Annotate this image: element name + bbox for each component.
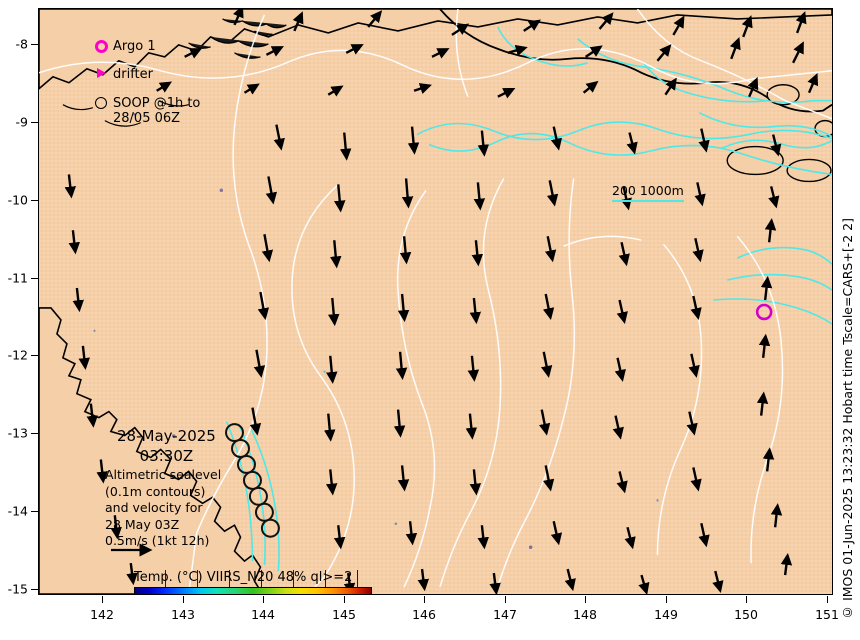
y-tick-label: -9 (15, 114, 28, 130)
soop-marker[interactable] (242, 470, 262, 490)
sealevel-contour (656, 243, 703, 556)
bathymetry-contour-layer (225, 26, 832, 572)
colorbar-title: Temp. (°C) VIIRS_N20 48% ql>=2 (134, 570, 353, 585)
sealevel-contour-layer (39, 9, 832, 594)
date-time-stamp: 28-May-2025 03:30Z (117, 427, 216, 465)
sealevel-contour (39, 48, 832, 85)
x-tick-label: 150 (734, 607, 758, 622)
bathy-contour-shelf-n (497, 26, 588, 67)
cape-york-landmass (39, 307, 264, 594)
soop-marker[interactable] (260, 518, 280, 538)
bathy-contour-png-c (698, 111, 832, 138)
y-tick-label: -8 (15, 36, 28, 52)
bathy-contour-1000m (428, 132, 832, 176)
bathy-contour-capeyork-1 (237, 423, 266, 566)
velocity-arrows (64, 9, 819, 594)
x-tick-label: 144 (251, 607, 275, 622)
observation-markers-layer[interactable] (39, 9, 832, 594)
soop-ring-icon (89, 96, 113, 109)
x-tick-label: 143 (171, 607, 195, 622)
argo-ring-icon (89, 39, 113, 53)
imos-credit: © IMOS 01-Jun-2025 13:23:32 Hobart time … (836, 0, 858, 620)
legend-item-soop[interactable]: SOOP @1h to 28/05 06Z (89, 96, 200, 127)
legend-label-argo: Argo 1 (113, 39, 156, 54)
bathy-contour-200m (416, 121, 832, 141)
soop-marker[interactable] (231, 439, 250, 458)
soop-marker[interactable] (225, 423, 244, 443)
legend-label-soop: SOOP @1h to 28/05 06Z (113, 95, 201, 126)
sealevel-contour (187, 14, 268, 594)
bathy-contour-east-1 (736, 246, 832, 265)
y-tick-label: -12 (7, 347, 28, 363)
sealevel-contour (396, 189, 436, 588)
observation-legend: Argo 1 drifter SOOP @1h to 28/05 06Z (89, 39, 200, 139)
map-plot-area[interactable]: Argo 1 drifter SOOP @1h to 28/05 06Z 200… (38, 8, 833, 595)
sealevel-contour (439, 178, 505, 588)
x-tick-label: 146 (412, 607, 436, 622)
bathy-contour-east-3 (713, 298, 832, 325)
drifter-triangle-icon (89, 67, 113, 79)
sealevel-contour (636, 9, 832, 120)
sealevel-contour (455, 9, 469, 97)
soop-track-markers[interactable] (225, 423, 280, 538)
x-tick-label: 151 (815, 607, 839, 622)
legend-label-drifter: drifter (113, 67, 153, 83)
y-tick-label: -15 (7, 581, 28, 597)
bathymetry-key-swatch (612, 200, 684, 202)
minor-coast-fragments (62, 100, 189, 127)
sealevel-contour (497, 178, 576, 588)
soop-marker[interactable] (248, 486, 268, 506)
velocity-vector-layer (64, 9, 819, 594)
sealevel-contour (563, 235, 642, 247)
y-tick-label: -10 (7, 192, 28, 208)
credit-text: © IMOS 01-Jun-2025 13:23:32 Hobart time … (839, 218, 855, 620)
x-tick-label: 149 (654, 607, 678, 622)
bathymetry-key-label: 200 1000m (612, 183, 684, 198)
x-tick-label: 145 (332, 607, 356, 622)
x-tick-label: 148 (573, 607, 597, 622)
y-tick-label: -11 (7, 270, 28, 286)
bathy-contour-png-b (642, 62, 768, 103)
bathy-contour-capeyork-2 (249, 427, 280, 572)
bathy-contour-png-d (720, 139, 832, 150)
bathy-contour-east-2 (727, 273, 832, 291)
argo-marker-argo-1[interactable] (755, 303, 773, 321)
bathy-contour-png-a (577, 38, 832, 104)
legend-item-argo[interactable]: Argo 1 (89, 39, 200, 54)
velocity-scale-arrow (111, 543, 153, 557)
legend-item-drifter[interactable]: drifter (89, 67, 200, 82)
soop-marker[interactable] (237, 454, 256, 474)
product-description: Altimetric sealevel (0.1m contours) and … (105, 467, 222, 548)
torres-strait-islands (188, 18, 287, 59)
bathymetry-key: 200 1000m (612, 183, 684, 202)
x-tick-label: 142 (90, 607, 114, 622)
colorbar-gradient (134, 570, 372, 594)
y-tick-label: -13 (7, 425, 28, 441)
soop-marker[interactable] (254, 502, 274, 522)
y-tick-label: -14 (7, 503, 28, 519)
x-tick-label: 147 (493, 607, 517, 622)
sealevel-contour (291, 183, 355, 594)
colorbar: Temp. (°C) VIIRS_N20 48% ql>=2 25 26 27 … (134, 570, 372, 594)
